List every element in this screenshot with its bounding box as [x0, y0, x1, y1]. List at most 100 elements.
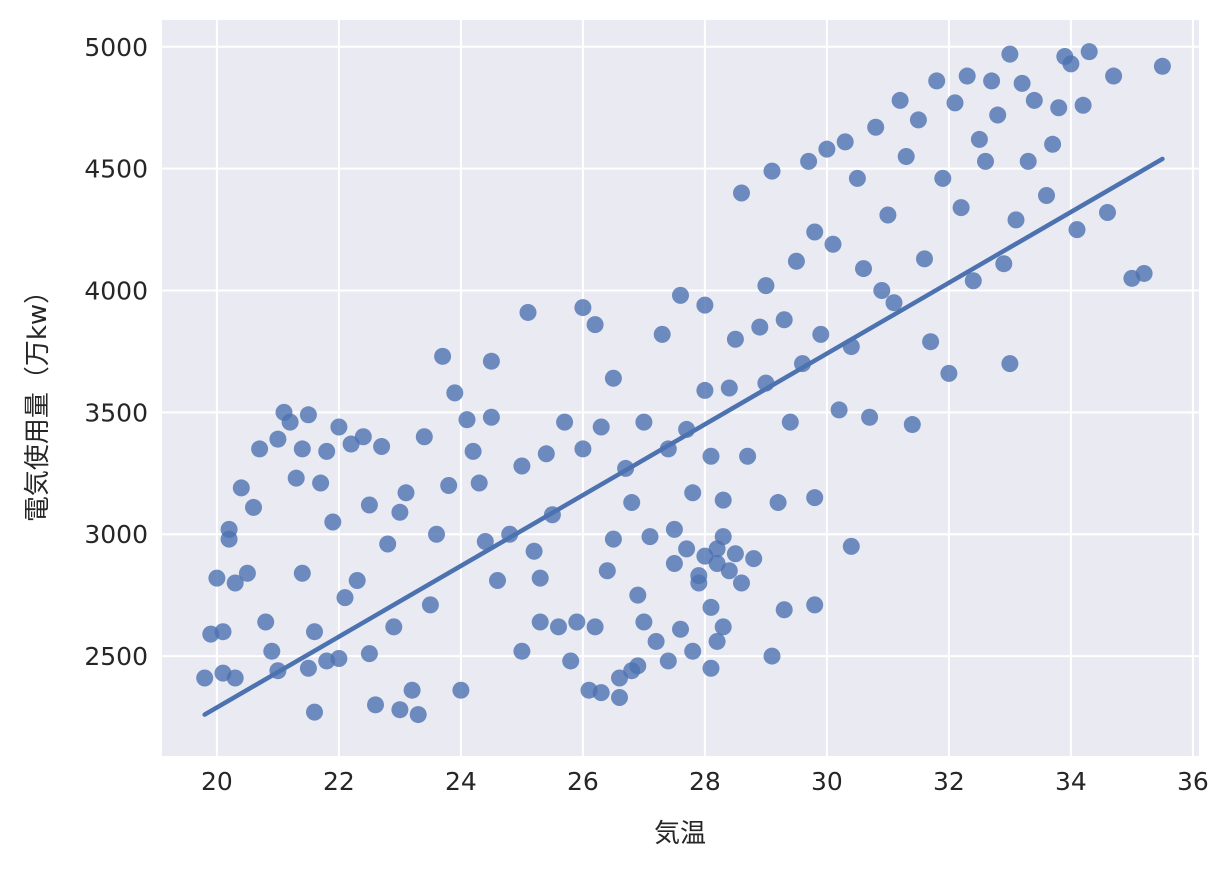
data-point	[665, 520, 683, 538]
x-tick-label: 20	[201, 767, 233, 796]
data-point	[251, 440, 269, 458]
data-point	[940, 364, 958, 382]
data-point	[842, 537, 860, 555]
data-point	[403, 681, 421, 699]
data-point	[775, 601, 793, 619]
data-point	[1074, 96, 1092, 114]
data-point	[604, 369, 622, 387]
data-point	[464, 442, 482, 460]
data-point	[196, 669, 214, 687]
data-point	[733, 184, 750, 202]
data-point	[446, 384, 464, 402]
data-point	[757, 277, 775, 295]
data-point	[537, 445, 555, 463]
data-point	[592, 418, 610, 436]
data-point	[745, 550, 763, 568]
data-point	[1068, 221, 1086, 239]
data-point	[409, 706, 427, 724]
data-point	[885, 294, 903, 312]
regression-line-group	[202, 156, 1165, 717]
data-point	[708, 554, 726, 572]
data-point	[714, 491, 732, 509]
data-point	[598, 562, 616, 580]
data-point	[1153, 57, 1171, 75]
data-point	[391, 701, 409, 719]
data-point	[299, 406, 317, 424]
data-point	[775, 311, 793, 329]
y-tick-labels: 2500 3000 3500 4000 4500 5000	[84, 33, 148, 671]
data-point	[824, 235, 842, 253]
data-point	[726, 330, 744, 348]
data-point	[1038, 186, 1055, 204]
data-point	[702, 598, 720, 616]
regression-line	[202, 156, 1165, 717]
data-point	[970, 130, 988, 148]
data-point	[733, 574, 750, 592]
data-point	[489, 572, 506, 590]
data-point	[696, 296, 714, 314]
x-tick-label: 26	[567, 767, 599, 796]
data-point	[568, 613, 586, 631]
data-point	[690, 567, 708, 585]
data-point	[897, 147, 915, 165]
data-point	[879, 206, 897, 224]
data-point	[611, 669, 628, 687]
data-point	[562, 652, 580, 670]
data-point	[659, 652, 677, 670]
data-point	[1135, 264, 1153, 282]
data-point	[873, 282, 891, 300]
data-point	[293, 440, 311, 458]
data-point	[672, 286, 689, 304]
data-point	[653, 325, 671, 343]
x-tick-labels: 20 22 24 26 28 30 32 34 36	[201, 767, 1209, 796]
data-point	[513, 457, 531, 475]
data-point	[226, 669, 244, 687]
data-point	[452, 681, 470, 699]
data-point	[647, 632, 665, 650]
data-point	[763, 647, 781, 665]
data-point	[714, 528, 732, 546]
x-tick-label: 28	[689, 767, 721, 796]
data-point	[696, 547, 714, 565]
y-tick-label: 3500	[84, 398, 148, 427]
data-point	[440, 476, 458, 494]
data-point	[720, 562, 738, 580]
data-point	[1001, 355, 1019, 373]
data-point	[739, 447, 757, 465]
data-point	[336, 589, 354, 607]
data-point	[891, 91, 909, 109]
data-point	[556, 413, 574, 431]
data-point	[482, 408, 500, 426]
data-point	[1099, 204, 1116, 222]
data-point	[720, 379, 738, 397]
data-point	[531, 613, 549, 631]
data-point	[312, 474, 330, 492]
data-point	[702, 659, 720, 677]
data-point	[800, 152, 818, 170]
data-point	[830, 401, 848, 419]
data-point	[702, 447, 720, 465]
data-point	[421, 596, 439, 614]
data-point	[214, 623, 232, 641]
data-point	[861, 408, 879, 426]
data-point	[391, 503, 409, 521]
data-point	[354, 428, 372, 446]
data-point	[574, 440, 592, 458]
data-point	[1044, 135, 1062, 153]
data-point	[367, 696, 384, 714]
data-point	[684, 484, 702, 502]
data-point	[458, 411, 476, 429]
data-point	[385, 618, 403, 636]
data-point	[836, 133, 854, 151]
data-point	[964, 272, 982, 290]
data-point	[1001, 45, 1019, 63]
data-point	[952, 199, 970, 217]
data-point	[1080, 43, 1098, 61]
data-point	[330, 418, 348, 436]
data-point	[684, 642, 702, 660]
data-point	[257, 613, 275, 631]
data-point	[306, 703, 323, 721]
data-point	[806, 489, 824, 507]
data-point	[1019, 152, 1037, 170]
